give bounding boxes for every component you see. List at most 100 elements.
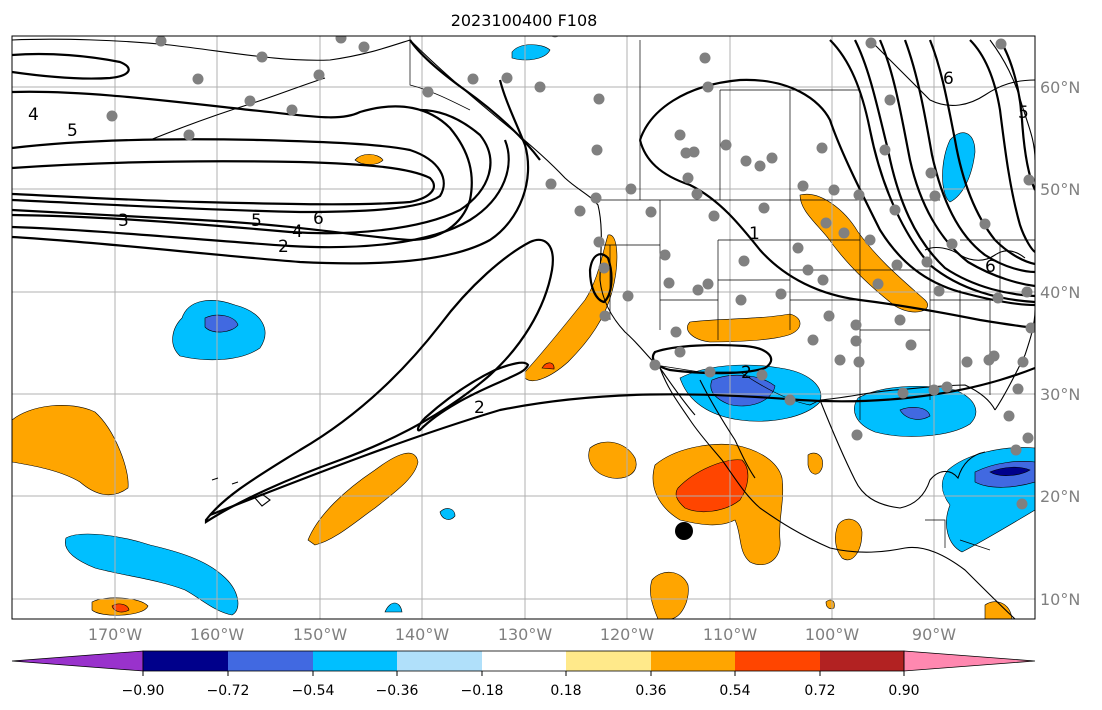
station-dot [1003, 410, 1015, 422]
station-dot [802, 264, 814, 276]
station-dot [792, 242, 804, 254]
station-dot [688, 146, 700, 158]
contour-line [12, 79, 530, 265]
colorbar-tick-label: −0.54 [292, 683, 335, 699]
station-dot [192, 73, 204, 85]
border-states-east [959, 239, 1035, 395]
coastline-gulf-mexico [819, 399, 986, 509]
contour-label: 1 [749, 224, 760, 244]
latitude-labels: 60°N 50°N 40°N 30°N 20°N 10°N [1040, 78, 1080, 609]
anomaly-red-area [541, 362, 555, 370]
station-dot [1021, 286, 1033, 298]
station-dot [545, 178, 557, 190]
station-dot [591, 144, 603, 156]
map-title: 2023100400 F108 [451, 11, 598, 30]
anomaly-blue-area [942, 132, 976, 203]
station-dot [574, 205, 586, 217]
lon-label: 140°W [395, 625, 450, 644]
station-dot [905, 339, 917, 351]
station-dot [680, 147, 692, 159]
station-dot [797, 180, 809, 192]
station-dot [704, 366, 716, 378]
contour-line [638, 139, 1035, 330]
station-dot [979, 218, 991, 230]
station-dot [1017, 356, 1029, 368]
contour-label: 6 [943, 69, 954, 89]
station-dots [106, 36, 1035, 510]
station-dot [1025, 322, 1035, 334]
station-dot [929, 190, 941, 202]
station-dot [921, 256, 933, 268]
station-dot [740, 155, 752, 167]
graticule [12, 36, 1035, 619]
lon-label: 150°W [293, 625, 348, 644]
station-dot [897, 387, 909, 399]
contour-line [12, 90, 473, 242]
colorbar-segment [735, 651, 820, 671]
anomaly-orange-area [524, 234, 618, 382]
station-dot [699, 52, 711, 64]
contour-line [409, 39, 541, 161]
station-dot [995, 38, 1007, 50]
station-dot [961, 356, 973, 368]
colorbar-segment [313, 651, 397, 671]
contour-label: 5 [251, 211, 262, 231]
coastline-mexico-pacific [721, 459, 1016, 619]
coastline-alaska [12, 38, 411, 61]
coastline-great-lakes [924, 246, 1026, 261]
coastline-islands [211, 477, 239, 485]
station-dot [820, 217, 832, 229]
colorbar-tick-label: 0.18 [550, 683, 581, 699]
station-dot [735, 294, 747, 306]
contour-line [416, 361, 530, 432]
station-dot [1022, 432, 1034, 444]
contour-line [928, 39, 1035, 266]
station-dot [599, 310, 611, 322]
border-alaska-canada [409, 36, 471, 111]
coastline-baja [659, 367, 723, 461]
colorbar-segment [820, 651, 904, 671]
station-dot [983, 354, 995, 366]
station-dot [670, 326, 682, 338]
contour-label: 6 [985, 257, 996, 277]
station-dot [691, 188, 703, 200]
station-dot [865, 37, 877, 49]
contour-label: 5 [1018, 103, 1029, 123]
station-dot [702, 81, 714, 93]
lon-label: 130°W [498, 625, 553, 644]
map-frame [11, 35, 1036, 620]
anomaly-orange-area [650, 572, 689, 619]
station-dot [1010, 444, 1022, 456]
contour-line [588, 253, 613, 304]
station-dot [992, 292, 1004, 304]
anomaly-blue-area [64, 533, 239, 616]
colorbar-tick-label: 0.36 [635, 683, 666, 699]
lon-label: 120°W [600, 625, 655, 644]
colorbar-tick-label: −0.72 [207, 683, 250, 699]
contour-line [854, 39, 1035, 298]
map-panel: 4 5 3 5 6 4 2 1 2 2 6 5 6 [11, 35, 1036, 620]
station-dot [889, 204, 901, 216]
colorbar-segment [143, 651, 228, 671]
station-dot [754, 160, 766, 172]
station-dot [598, 262, 610, 274]
station-dot [925, 167, 937, 179]
station-dot [625, 183, 637, 195]
contour-line [12, 108, 492, 235]
station-dot [738, 255, 750, 267]
border-canada-provinces [639, 40, 861, 200]
station-dot [766, 152, 778, 164]
contour-label: 2 [474, 398, 485, 418]
lon-label: 170°W [88, 625, 143, 644]
colorbar-segment [397, 651, 482, 671]
contour-label: 4 [292, 222, 303, 242]
colorbar-segment [651, 651, 735, 671]
station-dot [872, 278, 884, 290]
longitude-labels: 170°W 160°W 150°W 140°W 130°W 120°W 110°… [88, 625, 956, 644]
colorbar-segment [228, 651, 313, 671]
contour-line [969, 39, 1035, 253]
contour-label: 3 [118, 211, 129, 231]
station-dot [593, 93, 605, 105]
station-dot [155, 36, 167, 47]
